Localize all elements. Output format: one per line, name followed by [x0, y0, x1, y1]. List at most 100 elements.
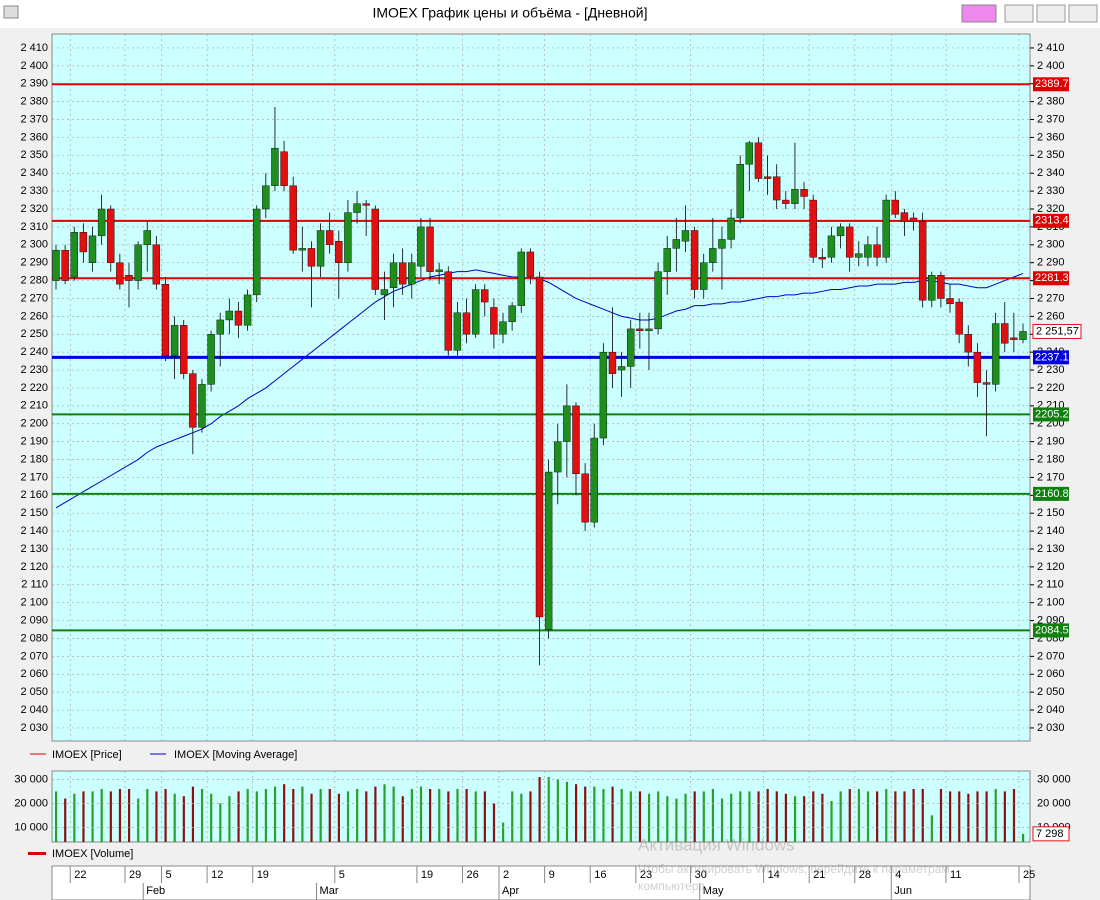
volume-bar: [538, 776, 541, 842]
y-tick-label: 2 290: [1037, 257, 1065, 269]
volume-bar: [483, 791, 486, 842]
volume-bar: [657, 791, 660, 842]
y-tick-label: 2 100: [20, 597, 48, 609]
y-tick-label: 2 350: [1037, 149, 1065, 161]
volume-bar: [264, 788, 268, 842]
candle-body: [645, 328, 653, 331]
candle-body: [709, 248, 717, 263]
y-tick-label: 2 390: [20, 78, 48, 90]
y-tick-label: 2 050: [1037, 686, 1065, 698]
volume-bar: [410, 788, 413, 842]
volume-bar: [720, 798, 724, 842]
candle-body: [745, 142, 754, 165]
candle-body: [918, 221, 927, 301]
level-label: 2389.7: [1035, 78, 1069, 90]
volume-bar: [529, 791, 532, 842]
y-tick-label: 2 180: [20, 453, 48, 465]
volume-bar: [55, 791, 58, 842]
volume-bar: [438, 788, 441, 842]
month-label: Jun: [894, 885, 912, 897]
level-label: 2281.3: [1035, 272, 1069, 284]
y-tick-label: 2 230: [1037, 364, 1065, 376]
volume-bar: [511, 791, 514, 842]
volume-bar: [1022, 833, 1025, 842]
level-label-bg: [1033, 623, 1069, 638]
y-tick-label: 2 160: [20, 489, 48, 501]
candle-body: [855, 253, 863, 258]
candle-body: [563, 405, 571, 442]
candle-body: [928, 275, 936, 301]
volume-bar: [255, 791, 258, 842]
candle-body: [627, 328, 635, 367]
candle-body: [1019, 331, 1027, 340]
volume-bar: [647, 793, 651, 842]
volume-bar: [492, 803, 496, 842]
y-tick-label: 2 280: [20, 274, 48, 286]
volume-bar: [356, 788, 359, 842]
candle-body: [471, 289, 480, 335]
y-tick-label: 2 080: [20, 632, 48, 644]
volume-bar: [155, 791, 158, 842]
app-icon: [3, 5, 19, 19]
title-bar: [0, 0, 1100, 28]
volume-bar: [684, 793, 687, 842]
y-tick-label: 2 170: [1037, 471, 1065, 483]
link-button[interactable]: [961, 4, 997, 23]
volume-bar: [401, 796, 404, 842]
volume-bar: [237, 791, 240, 842]
candle-body: [736, 164, 744, 219]
volume-bar: [429, 788, 432, 842]
candle-body: [700, 262, 708, 290]
level-label-bg: [1033, 213, 1069, 228]
volume-bar: [292, 788, 295, 842]
candle-body: [508, 305, 516, 322]
close-button[interactable]: [1068, 4, 1098, 23]
x-tick-label: 30: [695, 869, 707, 881]
volume-bar: [127, 788, 131, 842]
candle-body: [371, 208, 379, 290]
y-tick-label: 2 250: [20, 328, 48, 340]
volume-bar: [857, 788, 860, 842]
volume-bar: [839, 791, 842, 842]
candle-body: [964, 334, 972, 353]
y-tick-label: 2 400: [20, 60, 48, 72]
candle-body: [362, 203, 370, 206]
y-tick-label: 2 170: [20, 471, 48, 483]
volume-bar: [1003, 791, 1006, 842]
volume-bar: [191, 786, 195, 842]
candle-body: [754, 142, 763, 179]
candle-body: [243, 294, 252, 326]
level-label-bg: [1033, 350, 1069, 365]
candle-body: [572, 405, 580, 475]
y-tick-label: 2 180: [1037, 453, 1065, 465]
candle-body: [152, 244, 161, 285]
y-tick-label: 2 190: [20, 436, 48, 448]
candle-body: [836, 226, 845, 237]
maximize-button[interactable]: [1036, 4, 1066, 23]
volume-bar: [465, 788, 468, 842]
candle-body: [991, 323, 1000, 385]
volume-bar: [775, 791, 778, 842]
y-tick-label: 2 370: [20, 113, 48, 125]
volume-bar: [876, 791, 879, 842]
x-tick-label: 16: [594, 869, 606, 881]
volume-bar: [584, 786, 587, 842]
candle-body: [335, 241, 343, 263]
volume-bar: [903, 791, 906, 842]
volume-bar: [64, 798, 67, 842]
last-price-label: 2 251,57: [1036, 325, 1079, 337]
volume-bar: [502, 822, 505, 842]
candle-body: [408, 262, 416, 285]
candle-body: [690, 230, 699, 290]
x-tick-label: 11: [950, 869, 961, 881]
candle-body: [672, 239, 681, 249]
volume-bar: [173, 793, 176, 842]
y-tick-label: 2 060: [20, 668, 48, 680]
minimize-button[interactable]: [1004, 4, 1034, 23]
candle-body: [262, 185, 270, 210]
x-tick-label: 29: [129, 869, 141, 881]
candle-body: [946, 298, 954, 305]
candle-body: [216, 319, 224, 335]
watermark-text: компьютера.: [638, 879, 709, 893]
y-tick-label: 2 300: [20, 239, 48, 251]
